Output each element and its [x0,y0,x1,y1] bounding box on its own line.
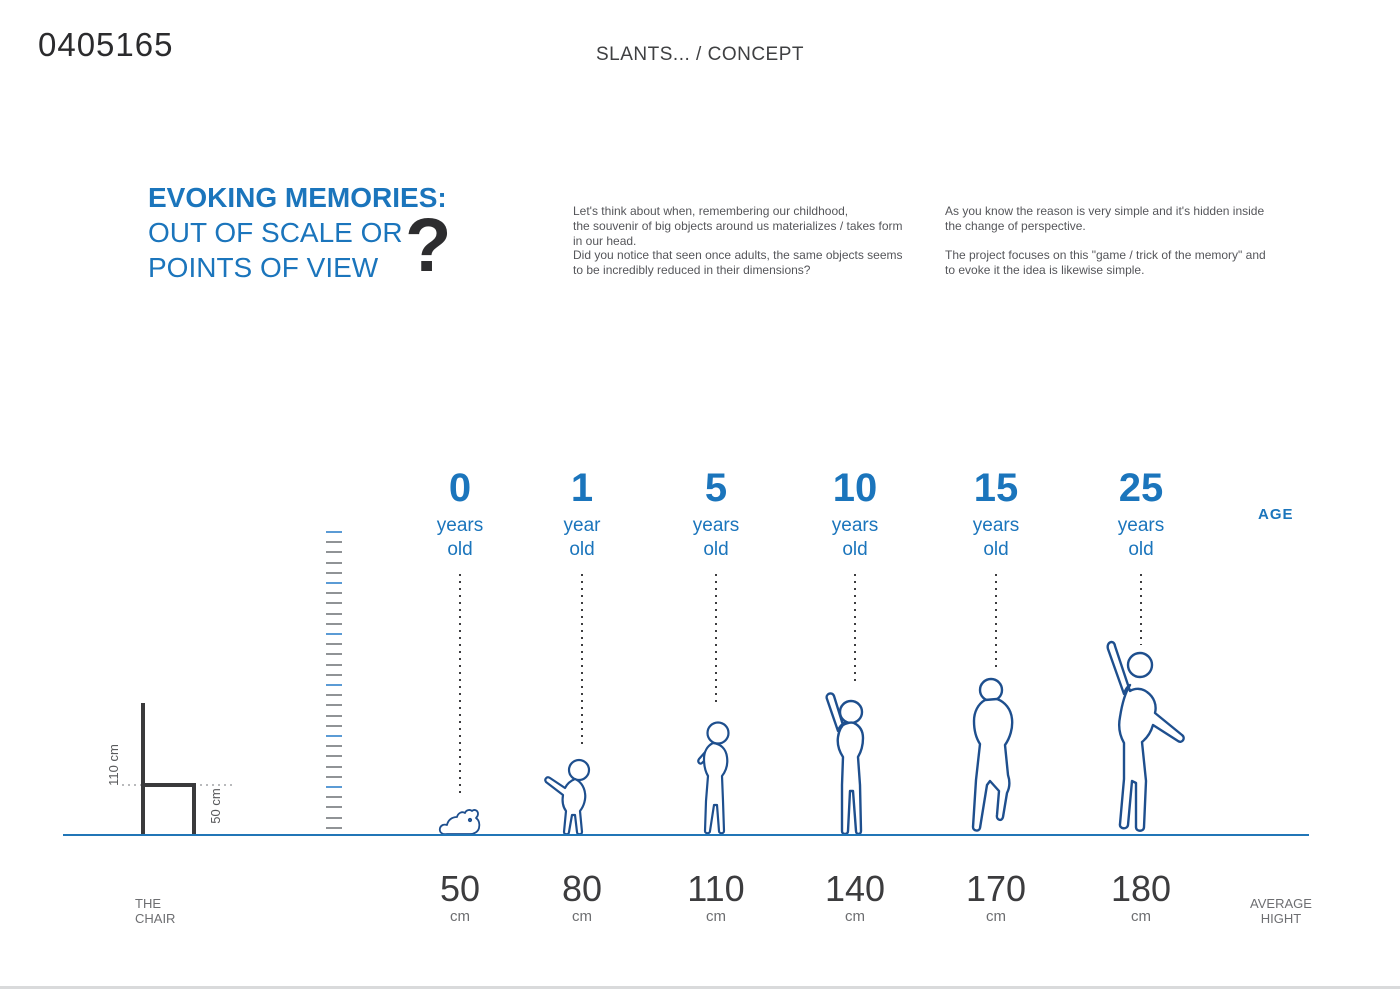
age-unit-label: years old [972,515,1020,560]
height-value: 50 [439,868,481,909]
chair-back-height-label: 110 cm [106,744,121,786]
ruler-dash [326,765,342,768]
ruler-dash [326,602,342,605]
ruler-dash [326,745,342,748]
ruler-dash-major [326,531,342,533]
ruler-dash [326,561,342,564]
height-unit: cm [986,908,1006,925]
height-unit: cm [572,908,592,925]
ground-line [63,834,1309,836]
leader-dotted-line [715,574,717,706]
section-heading: EVOKING MEMORIES: OUT OF SCALE OR POINTS… [148,180,447,285]
ruler-dash [326,796,342,799]
ruler-dash [326,571,342,574]
ruler-dash [326,551,342,554]
age-unit-label: years old [692,515,740,560]
ruler-dash [326,755,342,758]
age-unit-label: years old [436,515,484,560]
slide-title: SLANTS... / CONCEPT [596,44,804,65]
ruler-dash [326,592,342,595]
ruler-dash [326,724,342,727]
height-value: 180 [1110,868,1172,909]
leader-dotted-line [995,574,997,668]
height-value: 170 [965,868,1027,909]
ruler-dash [326,775,342,778]
ruler-dash [326,663,342,666]
ruler-dash [326,704,342,707]
age-axis-label: AGE [1258,506,1294,523]
heading-line-3: POINTS OF VIEW [148,252,379,283]
chair-drawing: 110 cm 50 cm [106,703,234,835]
age-value: 1 [570,466,594,510]
ruler-dash [326,826,342,829]
heading-line-2: OUT OF SCALE OR [148,217,403,248]
ruler-scale [326,531,342,831]
leader-dotted-line [459,574,461,798]
leader-dotted-line [854,574,856,684]
ruler-dash [326,714,342,717]
age-unit-label: years old [831,515,879,560]
ruler-dash-major [326,582,342,584]
age-unit-label: year old [563,515,601,560]
ruler-dash [326,643,342,646]
leader-dotted-line [1140,574,1142,645]
ruler-dash-major [326,786,342,788]
chair-caption: THE CHAIR [135,896,176,926]
ruler-dash [326,673,342,676]
figure-teen-walking [957,675,1037,837]
age-unit-label: years old [1117,515,1165,560]
figure-child-standing [694,721,738,837]
ruler-dash-major [326,684,342,686]
figure-adult-reaching-up [1084,631,1198,837]
height-value: 80 [561,868,603,909]
ruler-dash [326,694,342,697]
ruler-dash [326,541,342,544]
ruler-dash [326,653,342,656]
age-value: 0 [448,466,472,510]
ruler-dash [326,612,342,615]
ruler-dash [326,816,342,819]
intro-paragraph-2: As you know the reason is very simple an… [945,204,1266,278]
age-value: 15 [973,466,1019,510]
ruler-dash [326,806,342,809]
age-value: 25 [1118,466,1164,510]
figure-toddler-reaching [542,757,600,837]
figure-kid-reaching-up [818,689,882,837]
height-value: 110 [687,868,745,909]
age-value: 10 [832,466,878,510]
intro-paragraph-1: Let's think about when, remembering our … [573,204,903,278]
height-unit: cm [845,908,865,925]
height-value: 140 [824,868,886,909]
chair-seat-height-label: 50 cm [208,788,223,823]
height-unit: cm [1131,908,1151,925]
leader-dotted-line [581,574,583,746]
ruler-dash-major [326,633,342,635]
ruler-dash [326,622,342,625]
age-value: 5 [704,466,728,510]
figure-baby-crawling [437,805,483,837]
question-mark-icon: ? [405,203,452,288]
project-code: 0405165 [38,26,174,63]
height-unit: cm [706,908,726,925]
height-unit: cm [450,908,470,925]
ruler-dash-major [326,735,342,737]
heading-line-1: EVOKING MEMORIES: [148,182,447,213]
average-height-axis-label: AVERAGE HIGHT [1250,896,1312,926]
